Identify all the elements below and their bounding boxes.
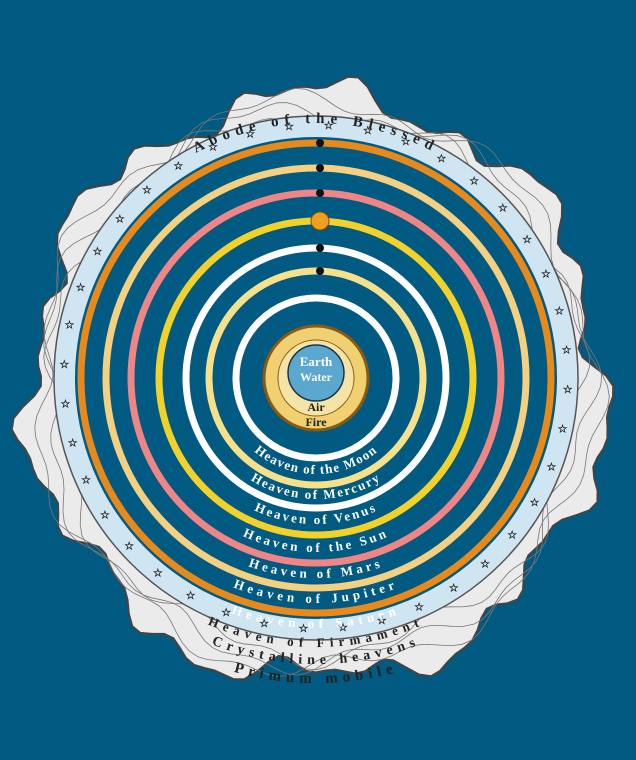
- star: ☆: [259, 618, 269, 630]
- star: ☆: [530, 497, 540, 509]
- star: ☆: [541, 268, 551, 280]
- planet: [316, 244, 324, 252]
- earth-sphere: [287, 344, 345, 402]
- star: ☆: [284, 121, 294, 133]
- star: ☆: [377, 615, 387, 627]
- star: ☆: [363, 125, 373, 137]
- star: ☆: [173, 161, 183, 173]
- star: ☆: [115, 213, 125, 225]
- star: ☆: [324, 120, 334, 132]
- star: ☆: [414, 602, 424, 614]
- star: ☆: [68, 437, 78, 449]
- star: ☆: [507, 530, 517, 542]
- planet: [316, 164, 324, 172]
- star: ☆: [498, 202, 508, 214]
- star: ☆: [81, 475, 91, 487]
- star: ☆: [76, 282, 86, 294]
- planet: [316, 189, 324, 197]
- star: ☆: [221, 607, 231, 619]
- star: ☆: [153, 568, 163, 580]
- center-label: Earth: [300, 354, 333, 369]
- star: ☆: [469, 175, 479, 187]
- star: ☆: [547, 461, 557, 473]
- star: ☆: [100, 509, 110, 521]
- star: ☆: [142, 185, 152, 197]
- star: ☆: [401, 136, 411, 148]
- star: ☆: [522, 234, 532, 246]
- star: ☆: [562, 345, 572, 357]
- star: ☆: [298, 623, 308, 635]
- star: ☆: [93, 246, 103, 258]
- star: ☆: [437, 153, 447, 165]
- star: ☆: [554, 306, 564, 318]
- planet: [316, 267, 324, 275]
- star: ☆: [558, 423, 568, 435]
- center-label: Fire: [305, 415, 327, 429]
- star: ☆: [449, 583, 459, 595]
- star: ☆: [124, 541, 134, 553]
- center-label: Air: [307, 400, 325, 414]
- sun: [310, 211, 330, 231]
- center-label: Water: [300, 370, 333, 384]
- star: ☆: [480, 558, 490, 570]
- star: ☆: [208, 142, 218, 154]
- planet: [316, 139, 324, 147]
- star: ☆: [245, 128, 255, 140]
- star: ☆: [61, 398, 71, 410]
- star: ☆: [563, 384, 573, 396]
- star: ☆: [186, 590, 196, 602]
- star: ☆: [59, 359, 69, 371]
- star: ☆: [64, 320, 74, 332]
- star: ☆: [338, 622, 348, 634]
- orbit-ring: [232, 294, 400, 462]
